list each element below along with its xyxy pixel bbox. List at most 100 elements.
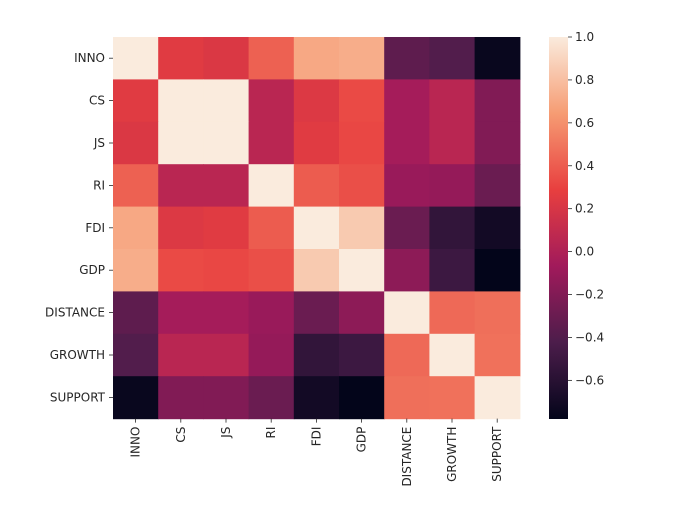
column-label-js: JS	[219, 427, 233, 439]
heatmap-cell-growth-js	[203, 333, 250, 377]
heatmap-cell-fdi-support	[474, 206, 521, 250]
heatmap-cell-cs-js	[203, 79, 250, 123]
heatmap-cell-distance-distance	[384, 291, 430, 335]
heatmap-cell-inno-growth	[429, 37, 476, 80]
heatmap-cell-js-js	[203, 121, 250, 165]
heatmap-cells	[113, 37, 521, 420]
heatmap-cell-ri-js	[203, 164, 250, 208]
heatmap-cell-inno-gdp	[339, 37, 385, 80]
heatmap-cell-growth-growth	[429, 333, 476, 377]
heatmap-cell-support-inno	[113, 376, 159, 420]
heatmap-cell-gdp-distance	[384, 249, 430, 292]
heatmap-cell-inno-fdi	[293, 37, 340, 80]
heatmap-cell-gdp-inno	[113, 249, 159, 292]
heatmap-cell-js-inno	[113, 121, 159, 165]
heatmap-cell-cs-ri	[248, 79, 295, 123]
heatmap-cell-cs-inno	[113, 79, 159, 123]
heatmap-cell-inno-inno	[113, 37, 159, 80]
heatmap-cell-cs-support	[474, 79, 521, 123]
heatmap-cell-distance-js	[203, 291, 250, 335]
heatmap-cell-inno-cs	[158, 37, 204, 80]
heatmap-cell-cs-growth	[429, 79, 476, 123]
heatmap-cell-js-fdi	[293, 121, 340, 165]
heatmap-cell-fdi-js	[203, 206, 250, 250]
colorbar-tick-label: 0.4	[575, 159, 594, 173]
colorbar-tick-label: 0.2	[575, 202, 594, 216]
heatmap-cell-support-gdp	[339, 376, 385, 420]
heatmap-cell-support-cs	[158, 376, 204, 420]
heatmap-cell-ri-growth	[429, 164, 476, 208]
heatmap-cell-inno-js	[203, 37, 250, 80]
heatmap-cell-fdi-distance	[384, 206, 430, 250]
heatmap-cell-gdp-cs	[158, 249, 204, 292]
heatmap-cell-ri-distance	[384, 164, 430, 208]
heatmap-cell-cs-cs	[158, 79, 204, 123]
heatmap-cell-ri-support	[474, 164, 521, 208]
heatmap-cell-ri-ri	[248, 164, 295, 208]
colorbar-bar	[549, 37, 568, 419]
heatmap-cell-distance-growth	[429, 291, 476, 335]
row-label-fdi: FDI	[85, 221, 105, 235]
column-label-fdi: FDI	[309, 427, 323, 447]
column-label-distance: DISTANCE	[400, 427, 414, 487]
heatmap-cell-js-ri	[248, 121, 295, 165]
colorbar-tick-label: 1.0	[575, 30, 594, 44]
heatmap-cell-cs-distance	[384, 79, 430, 123]
heatmap-cell-ri-gdp	[339, 164, 385, 208]
column-labels: INNO CS JS RI FDI GDP DISTANCE GROWTH SUPPORT	[129, 418, 504, 487]
heatmap-cell-cs-gdp	[339, 79, 385, 123]
colorbar-tick-label: −0.2	[575, 288, 604, 302]
row-label-gdp: GDP	[79, 263, 105, 277]
heatmap-cell-growth-inno	[113, 333, 159, 377]
row-label-cs: CS	[89, 94, 105, 108]
heatmap-cell-gdp-ri	[248, 249, 295, 292]
heatmap-cell-distance-support	[474, 291, 521, 335]
row-label-growth: GROWTH	[50, 348, 105, 362]
heatmap-cell-fdi-growth	[429, 206, 476, 250]
heatmap-cell-inno-distance	[384, 37, 430, 80]
heatmap-cell-support-growth	[429, 376, 476, 420]
colorbar-tick-label: 0.0	[575, 245, 594, 259]
heatmap-cell-support-support	[474, 376, 521, 420]
heatmap-cell-gdp-gdp	[339, 249, 385, 292]
heatmap-cell-js-gdp	[339, 121, 385, 165]
heatmap-cell-support-fdi	[293, 376, 340, 420]
heatmap-cell-fdi-inno	[113, 206, 159, 250]
column-label-inno: INNO	[129, 427, 143, 458]
column-label-gdp: GDP	[355, 427, 369, 453]
heatmap-cell-fdi-gdp	[339, 206, 385, 250]
heatmap-cell-js-cs	[158, 121, 204, 165]
row-label-js: JS	[93, 136, 105, 150]
heatmap-cell-ri-inno	[113, 164, 159, 208]
heatmap-cell-growth-fdi	[293, 333, 340, 377]
heatmap-cell-fdi-fdi	[293, 206, 340, 250]
heatmap-cell-distance-gdp	[339, 291, 385, 335]
heatmap-cell-gdp-support	[474, 249, 521, 292]
heatmap-cell-js-distance	[384, 121, 430, 165]
heatmap-cell-fdi-cs	[158, 206, 204, 250]
row-label-distance: DISTANCE	[45, 306, 105, 320]
row-label-inno: INNO	[74, 51, 105, 65]
heatmap-cell-distance-ri	[248, 291, 295, 335]
colorbar-tick-label: 0.8	[575, 73, 594, 87]
heatmap-cell-distance-fdi	[293, 291, 340, 335]
row-label-ri: RI	[93, 178, 105, 192]
colorbar: 1.0 0.8 0.6 0.4 0.2 0.0 −0.2 −0.4 −0.6	[549, 30, 604, 419]
row-label-support: SUPPORT	[50, 390, 106, 404]
heatmap-cell-fdi-ri	[248, 206, 295, 250]
heatmap-cell-inno-ri	[248, 37, 295, 80]
heatmap-cell-support-js	[203, 376, 250, 420]
heatmap-cell-js-growth	[429, 121, 476, 165]
colorbar-tick-label: −0.6	[575, 373, 604, 387]
column-label-support: SUPPORT	[490, 426, 504, 482]
column-label-ri: RI	[264, 427, 278, 439]
heatmap-cell-ri-fdi	[293, 164, 340, 208]
heatmap-cell-inno-support	[474, 37, 521, 80]
column-label-growth: GROWTH	[445, 427, 459, 482]
heatmap-cell-support-distance	[384, 376, 430, 420]
heatmap-cell-growth-cs	[158, 333, 204, 377]
heatmap-cell-gdp-js	[203, 249, 250, 292]
heatmap-cell-distance-inno	[113, 291, 159, 335]
heatmap-cell-gdp-fdi	[293, 249, 340, 292]
